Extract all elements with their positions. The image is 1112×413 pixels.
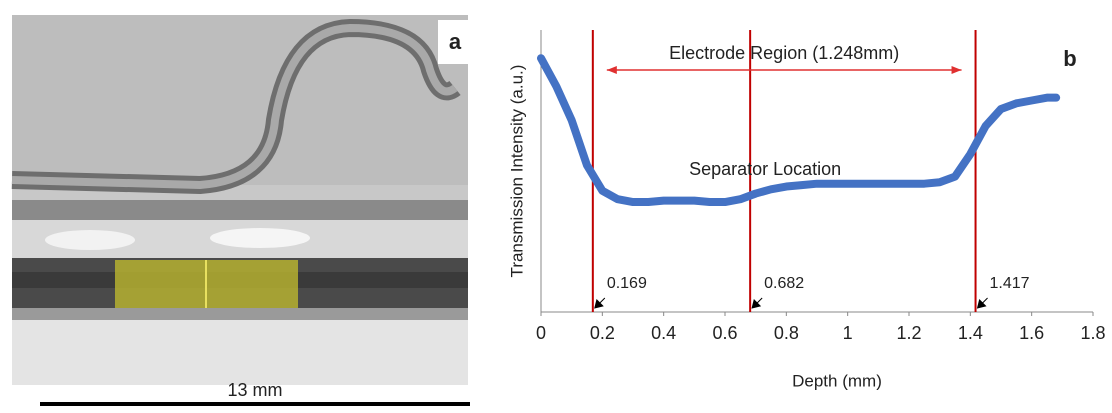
micrograph <box>11 15 470 408</box>
x-tick-label: 1 <box>843 323 853 343</box>
marker-label: 1.417 <box>990 275 1030 292</box>
data-line <box>537 54 1061 207</box>
chart: 0 0.2 0.4 0.6 0.8 1 1.2 1.4 1.6 1.8 Depth (mm) Tran… <box>507 30 1106 390</box>
marker-arrow <box>751 297 763 309</box>
panel-label: b <box>1063 46 1076 71</box>
x-tick-label: 1.2 <box>896 323 921 343</box>
marker-arrow <box>976 297 988 309</box>
region-label: Electrode Region (1.248mm) <box>669 43 899 63</box>
marker-label: 0.682 <box>764 275 804 292</box>
x-tick-label: 1.8 <box>1080 323 1105 343</box>
x-tick-label: 0 <box>536 323 546 343</box>
x-tick-label: 0.4 <box>651 323 676 343</box>
x-tick-label: 0.6 <box>712 323 737 343</box>
scale-bar-label: 13 mm <box>227 380 282 400</box>
x-tick-label: 0.8 <box>774 323 799 343</box>
marker-arrow <box>594 297 606 309</box>
panel-label: a <box>449 29 462 54</box>
x-axis-title: Depth (mm) <box>792 371 882 390</box>
x-tick-label: 0.2 <box>590 323 615 343</box>
separator-label: Separator Location <box>689 159 841 179</box>
x-tick-label: 1.4 <box>958 323 983 343</box>
x-tick-label: 1.6 <box>1019 323 1044 343</box>
marker-label: 0.169 <box>607 275 647 292</box>
y-axis-title: Transmission Intensity (a.u.) <box>507 65 526 278</box>
